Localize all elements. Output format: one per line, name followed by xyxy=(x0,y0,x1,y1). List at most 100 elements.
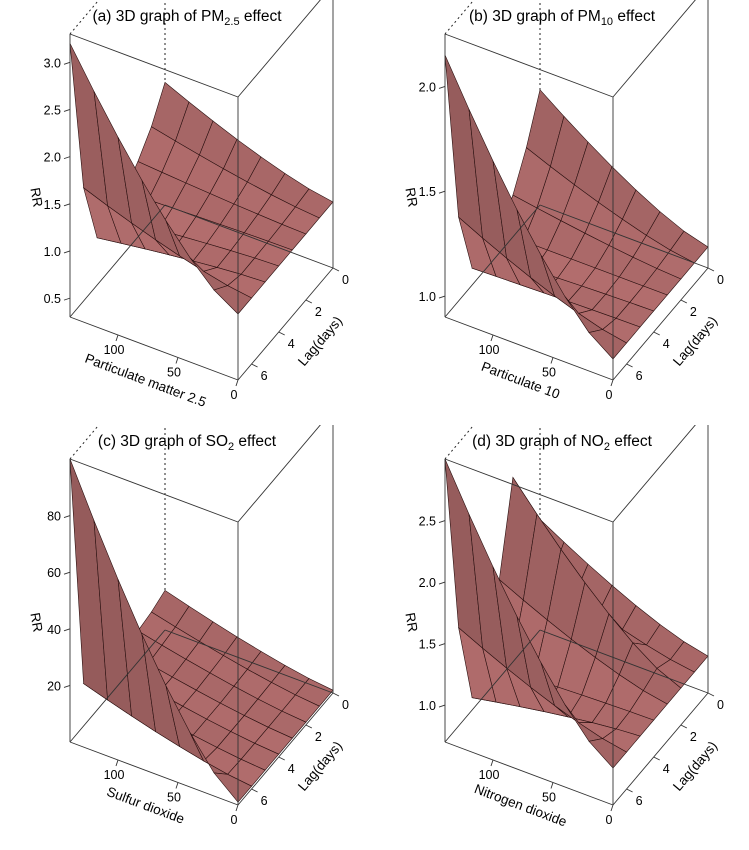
x-tick-2 xyxy=(490,759,494,767)
lag-tick-label-1: 2 xyxy=(315,730,322,744)
surface-facet-0-6 xyxy=(588,738,628,769)
lag-tick-2 xyxy=(653,331,660,336)
x-tick-label-2: 100 xyxy=(479,343,500,357)
z-tick-3 xyxy=(63,515,71,519)
z-tick-4 xyxy=(63,109,71,112)
lag-axis: 0 2 4 6 Lag(days) xyxy=(251,267,349,383)
lag-tick-label-1: 2 xyxy=(315,305,322,319)
surface xyxy=(444,54,709,360)
lag-axis-label: Lag(days) xyxy=(670,313,720,368)
surface-chart-no2: (d) 3D graph of NO2 effect 1.0 1.5 2.0 2.5 RR… xyxy=(402,425,724,829)
z-tick-0 xyxy=(63,297,71,301)
lag-tick-3 xyxy=(626,363,633,368)
z-tick-2 xyxy=(63,571,71,575)
lag-tick-1 xyxy=(305,724,313,729)
box-edges xyxy=(444,0,709,381)
z-tick-1 xyxy=(438,643,446,646)
lag-tick-2 xyxy=(278,331,285,336)
box-hidden-edges xyxy=(69,0,166,205)
lag-tick-label-0: 0 xyxy=(342,698,349,712)
z-tick-label-1: 40 xyxy=(47,623,61,637)
surface-chart-pm10: (b) 3D graph of PM10 effect 1.0 1.5 2.0 RR 0 5… xyxy=(402,0,724,402)
z-tick-label-0: 1.0 xyxy=(419,290,436,304)
x-tick-label-1: 50 xyxy=(542,791,556,805)
z-tick-label-3: 80 xyxy=(47,510,61,524)
z-tick-label-4: 2.5 xyxy=(44,103,61,117)
z-tick-1 xyxy=(63,628,71,632)
lag-tick-label-0: 0 xyxy=(717,273,724,287)
x-axis-label: Nitrogen dioxide xyxy=(472,781,569,829)
lag-tick-label-0: 0 xyxy=(717,698,724,712)
z-tick-2 xyxy=(438,581,446,585)
z-tick-5 xyxy=(63,61,71,65)
z-axis: 1.0 1.5 2.0 RR xyxy=(402,80,446,304)
x-tick-2 xyxy=(490,334,494,342)
lag-tick-3 xyxy=(251,363,258,368)
x-tick-label-1: 50 xyxy=(167,791,181,805)
panel-c: (c) 3D graph of SO2 effect 20 40 60 80 RR 0 50 1… xyxy=(0,425,374,850)
lag-tick-label-3: 6 xyxy=(261,369,268,383)
lag-tick-label-2: 4 xyxy=(288,762,295,776)
z-tick-0 xyxy=(438,704,446,708)
x-tick-2 xyxy=(115,759,119,767)
x-tick-1 xyxy=(175,782,179,789)
lag-tick-label-1: 2 xyxy=(690,730,697,744)
lag-axis-label: Lag(days) xyxy=(295,313,345,368)
z-tick-1 xyxy=(63,250,71,254)
lag-tick-0 xyxy=(707,267,715,272)
box-edges xyxy=(69,425,334,806)
x-tick-label-0: 0 xyxy=(231,813,238,827)
z-axis-label: RR xyxy=(402,186,420,208)
x-tick-0 xyxy=(235,379,239,387)
lag-axis-label: Lag(days) xyxy=(670,738,720,793)
lag-tick-0 xyxy=(332,692,340,697)
lag-tick-1 xyxy=(680,724,688,729)
x-tick-label-1: 50 xyxy=(167,366,181,380)
z-tick-3 xyxy=(63,156,71,160)
z-tick-0 xyxy=(63,684,71,688)
x-tick-label-0: 0 xyxy=(606,813,613,827)
z-tick-label-3: 2.5 xyxy=(419,515,436,529)
x-tick-1 xyxy=(550,782,554,789)
z-tick-label-1: 1.5 xyxy=(419,638,436,652)
box-edges xyxy=(444,425,709,806)
z-tick-label-1: 1.0 xyxy=(44,245,61,259)
box-hidden-edges xyxy=(444,0,541,205)
z-axis-label: RR xyxy=(27,186,45,208)
chart-title: (d) 3D graph of NO2 effect xyxy=(472,433,653,453)
x-tick-0 xyxy=(610,804,614,812)
z-tick-label-2: 2.0 xyxy=(419,80,436,94)
x-tick-label-0: 0 xyxy=(231,388,238,402)
z-tick-2 xyxy=(63,203,71,207)
panel-a: (a) 3D graph of PM2.5 effect 0.5 1.0 1.5 2.0… xyxy=(0,0,374,425)
x-tick-1 xyxy=(175,357,179,364)
surface xyxy=(69,458,334,803)
lag-tick-2 xyxy=(278,756,285,761)
lag-tick-3 xyxy=(251,788,258,793)
z-tick-label-5: 3.0 xyxy=(44,56,61,70)
lag-tick-3 xyxy=(626,788,633,793)
lag-tick-label-3: 6 xyxy=(636,794,643,808)
z-tick-label-0: 1.0 xyxy=(419,699,436,713)
chart-title: (b) 3D graph of PM10 effect xyxy=(469,8,656,28)
z-tick-2 xyxy=(438,85,446,89)
x-tick-label-1: 50 xyxy=(542,366,556,380)
z-tick-3 xyxy=(438,520,446,523)
z-tick-label-1: 1.5 xyxy=(419,185,436,199)
surface-facet-0-6 xyxy=(213,772,253,803)
z-tick-0 xyxy=(438,295,446,299)
z-axis-label: RR xyxy=(27,611,45,633)
lag-tick-label-3: 6 xyxy=(261,794,268,808)
x-tick-1 xyxy=(550,357,554,364)
lag-tick-label-2: 4 xyxy=(663,762,670,776)
z-axis-label: RR xyxy=(402,611,420,633)
z-tick-label-2: 1.5 xyxy=(44,198,61,212)
lag-tick-label-3: 6 xyxy=(636,369,643,383)
x-axis-label: Particulate matter 2.5 xyxy=(83,351,208,410)
x-tick-0 xyxy=(610,379,614,387)
x-tick-0 xyxy=(235,804,239,812)
lag-tick-2 xyxy=(653,756,660,761)
